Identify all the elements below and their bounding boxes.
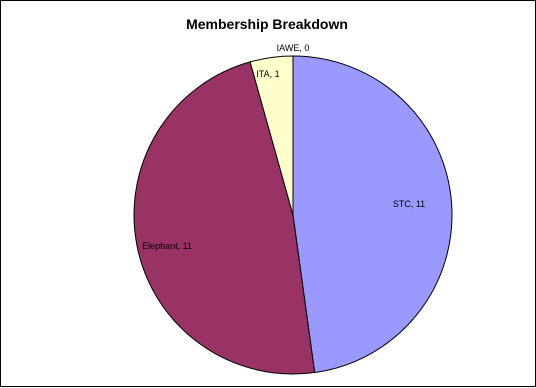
pie-slice-ita [249,55,294,216]
slice-label-iawe: IAWE, 0 [277,43,310,53]
chart-title: Membership Breakdown [186,16,348,32]
slice-label-stc: STC, 11 [393,199,425,209]
pie-labels: STC, 11 Elephant, 11 ITA, 1 IAWE, 0 [142,43,425,251]
pie-slices [133,55,453,375]
slice-label-ita: ITA, 1 [256,69,279,79]
pie-slice-elephant [133,61,316,375]
pie-slice-stc [292,55,453,374]
slice-label-elephant: Elephant, 11 [142,241,192,251]
